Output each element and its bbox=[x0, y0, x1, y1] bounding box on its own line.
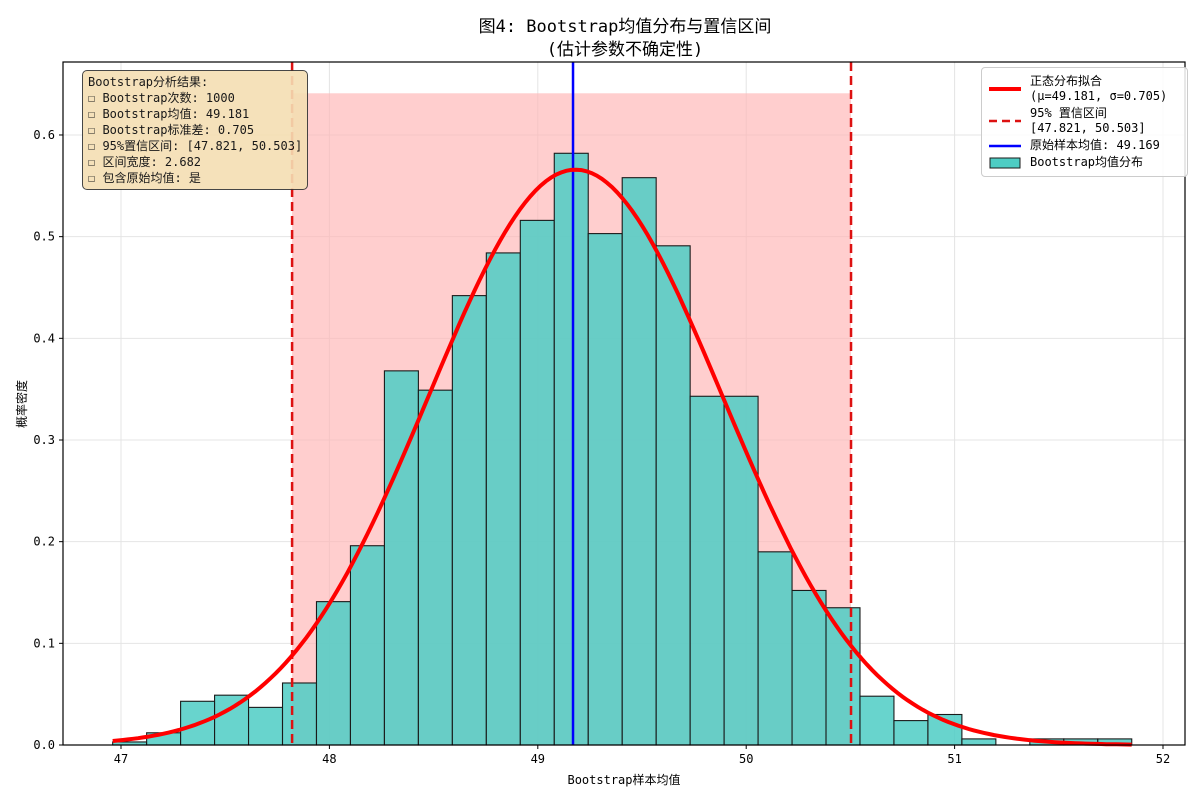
histogram-bar bbox=[723, 395, 759, 746]
info-bootstrap-count: ☐ Bootstrap次数: 1000 bbox=[88, 91, 235, 105]
teal-patch-icon bbox=[988, 157, 1022, 169]
y-axis-ticks: 0.0 0.1 0.2 0.3 0.4 0.5 0.6 bbox=[33, 128, 63, 752]
y-tick-label: 0.2 bbox=[33, 535, 55, 549]
plot-frame bbox=[62, 61, 1186, 746]
histogram-bar bbox=[859, 695, 895, 746]
info-contains-original: ☐ 包含原始均值: 是 bbox=[88, 171, 201, 185]
histogram-bar bbox=[621, 177, 657, 746]
histogram-bar bbox=[825, 607, 861, 746]
histogram-bar bbox=[349, 545, 385, 746]
histogram-bar bbox=[961, 738, 997, 746]
normal-fit-curve bbox=[112, 167, 1132, 747]
y-tick-label: 0.4 bbox=[33, 331, 55, 345]
chart-legend: 正态分布拟合 (μ=49.181, σ=0.705) 95% 置信区间 [47.… bbox=[981, 67, 1188, 177]
histogram-bar bbox=[417, 389, 453, 746]
histogram-bar bbox=[655, 245, 691, 746]
histogram-bar bbox=[315, 601, 351, 746]
histogram-bar bbox=[587, 233, 623, 746]
histogram-bar bbox=[689, 395, 725, 746]
chart-title: 图4: Bootstrap均值分布与置信区间 bbox=[478, 17, 772, 37]
histogram-bars bbox=[112, 152, 1133, 746]
histogram-bar bbox=[451, 295, 487, 746]
solid-red-line-icon bbox=[988, 86, 1022, 92]
info-interval-width: ☐ 区间宽度: 2.682 bbox=[88, 155, 202, 169]
histogram-bar bbox=[519, 219, 555, 746]
histogram-bar bbox=[214, 694, 250, 746]
y-tick-label: 0.0 bbox=[33, 738, 55, 752]
info-bootstrap-std: ☐ Bootstrap标准差: 0.705 bbox=[88, 123, 255, 137]
legend-item-histogram: Bootstrap均值分布 bbox=[988, 155, 1181, 170]
chart-subtitle: (估计参数不确定性) bbox=[546, 40, 704, 60]
histogram-bar bbox=[247, 706, 284, 746]
y-tick-label: 0.6 bbox=[33, 128, 55, 142]
info-bootstrap-mean: ☐ Bootstrap均值: 49.181 bbox=[88, 107, 250, 121]
histogram-bar bbox=[893, 720, 929, 746]
info-confidence-interval: ☐ 95%置信区间: [47.821, 50.503] bbox=[88, 139, 303, 153]
x-tick-label: 47 bbox=[114, 752, 128, 766]
histogram-bar bbox=[383, 370, 419, 746]
x-tick-label: 52 bbox=[1156, 752, 1170, 766]
legend-item-ci: 95% 置信区间 [47.821, 50.503] bbox=[988, 106, 1181, 136]
legend-item-normal: 正态分布拟合 (μ=49.181, σ=0.705) bbox=[988, 74, 1181, 104]
x-tick-label: 49 bbox=[531, 752, 545, 766]
histogram-bar bbox=[791, 589, 827, 746]
solid-blue-line-icon bbox=[988, 143, 1022, 149]
x-tick-label: 48 bbox=[322, 752, 336, 766]
y-tick-label: 0.3 bbox=[33, 433, 55, 447]
y-tick-label: 0.5 bbox=[33, 230, 55, 244]
y-tick-label: 0.1 bbox=[33, 636, 55, 650]
histogram-bar bbox=[553, 152, 589, 746]
x-tick-label: 50 bbox=[739, 752, 753, 766]
y-axis-label: 概率密度 bbox=[14, 380, 29, 428]
x-axis-ticks: 47 48 49 50 51 52 bbox=[114, 745, 1170, 766]
histogram-bar bbox=[485, 252, 521, 746]
dashed-red-line-icon bbox=[988, 118, 1022, 124]
x-axis-label: Bootstrap样本均值 bbox=[567, 772, 680, 787]
x-tick-label: 51 bbox=[947, 752, 961, 766]
histogram-bar bbox=[757, 551, 793, 746]
legend-item-original-mean: 原始样本均值: 49.169 bbox=[988, 138, 1181, 153]
histogram-bar bbox=[281, 682, 318, 746]
info-heading: Bootstrap分析结果: bbox=[88, 75, 209, 89]
analysis-info-box: Bootstrap分析结果: ☐ Bootstrap次数: 1000 ☐ Boo… bbox=[82, 70, 309, 190]
